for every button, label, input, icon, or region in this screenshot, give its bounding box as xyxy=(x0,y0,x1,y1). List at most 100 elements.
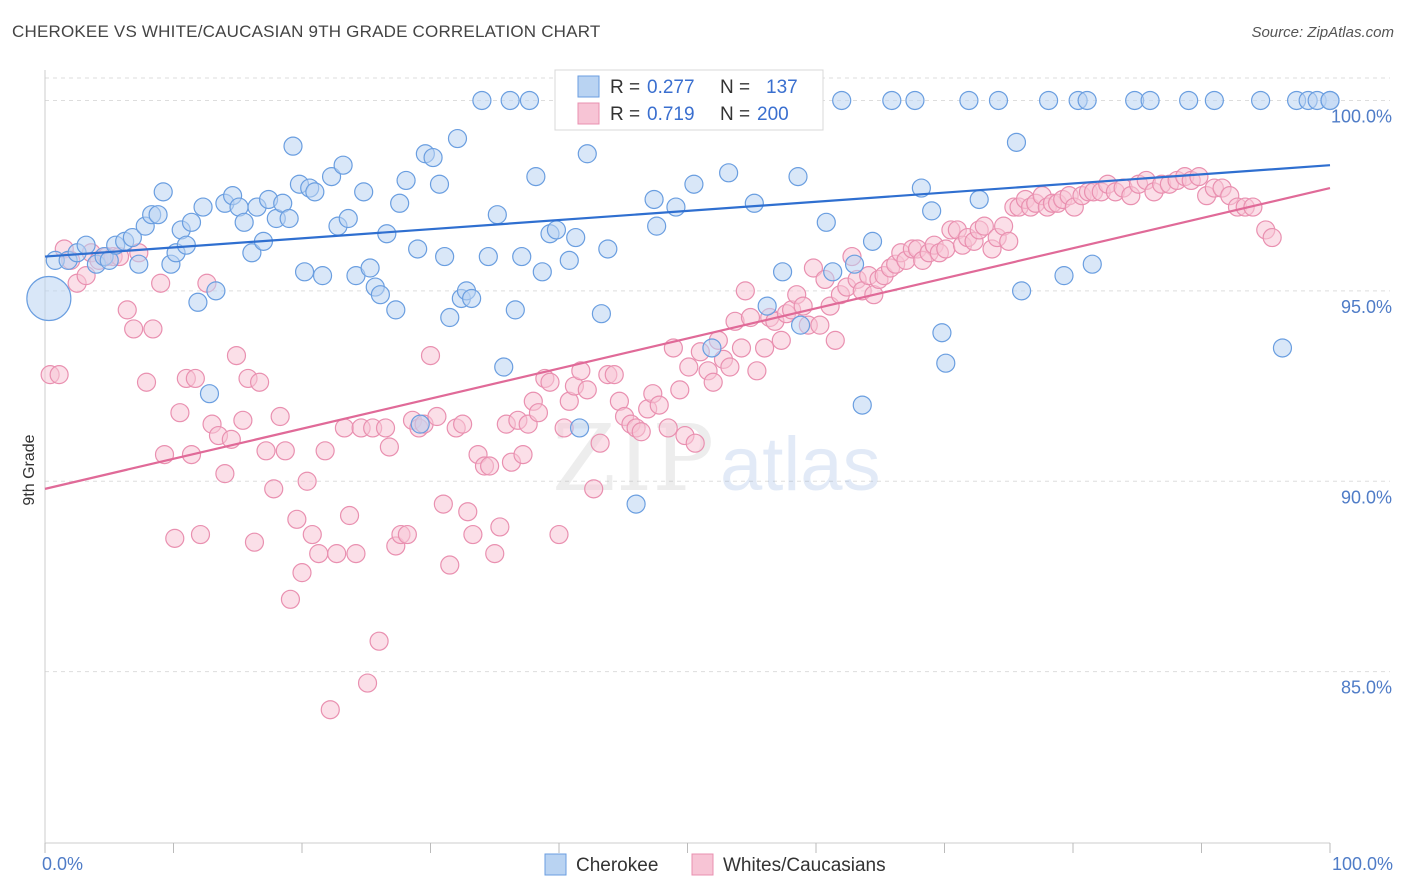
point-whites-44 xyxy=(315,441,335,461)
legend-n-value-cherokee: 137 xyxy=(766,77,798,98)
point-cherokee-29 xyxy=(242,243,262,263)
point-cherokee-101 xyxy=(788,167,808,187)
legend-r-value-cherokee: 0.277 xyxy=(647,77,695,98)
point-whites-93 xyxy=(604,365,624,385)
legend-bottom-swatch-cherokee xyxy=(544,853,567,876)
point-cherokee-105 xyxy=(823,262,843,282)
point-cherokee-125 xyxy=(1082,254,1102,274)
point-whites-201 xyxy=(1262,227,1282,248)
point-cherokee-116 xyxy=(959,90,979,111)
point-cherokee-22 xyxy=(193,197,213,217)
point-cherokee-59 xyxy=(429,174,450,194)
point-cherokee-10 xyxy=(122,227,142,248)
point-cherokee-53 xyxy=(390,193,410,213)
point-whites-41 xyxy=(297,471,317,491)
point-cherokee-62 xyxy=(447,128,468,149)
point-cherokee-88 xyxy=(644,189,664,210)
point-cherokee-98 xyxy=(744,193,764,213)
point-cherokee-114 xyxy=(932,323,952,343)
point-cherokee-36 xyxy=(283,136,303,156)
point-cherokee-48 xyxy=(360,258,380,278)
point-cherokee-20 xyxy=(181,212,202,232)
y-tick-label-2: 95.0% xyxy=(1341,297,1392,317)
point-whites-53 xyxy=(369,631,389,651)
point-cherokee-85 xyxy=(598,239,618,259)
point-cherokee-79 xyxy=(559,250,579,270)
x-tick-label-0: 0.0% xyxy=(42,854,83,874)
point-cherokee-119 xyxy=(1006,132,1027,152)
point-whites-78 xyxy=(513,444,533,465)
point-whites-15 xyxy=(143,319,163,339)
point-cherokee-70 xyxy=(500,90,520,111)
point-whites-110 xyxy=(703,372,723,392)
point-cherokee-28 xyxy=(234,212,254,232)
point-whites-36 xyxy=(270,406,290,427)
point-whites-104 xyxy=(670,380,690,400)
point-whites-113 xyxy=(720,357,740,377)
legend-r-label-whites: R = xyxy=(610,104,640,125)
point-whites-39 xyxy=(287,509,307,529)
point-whites-42 xyxy=(302,524,322,545)
point-whites-22 xyxy=(185,368,205,389)
point-cherokee-4 xyxy=(76,235,96,255)
point-whites-72 xyxy=(480,456,500,476)
legend-r-value-whites: 0.719 xyxy=(647,104,695,125)
point-cherokee-38 xyxy=(294,262,315,282)
point-whites-116 xyxy=(735,281,755,301)
point-whites-102 xyxy=(658,418,678,438)
point-cherokee-67 xyxy=(478,246,498,267)
point-cherokee-73 xyxy=(519,90,540,111)
point-whites-55 xyxy=(379,437,399,457)
point-whites-129 xyxy=(810,315,830,335)
legend-bottom-label-cherokee: Cherokee xyxy=(576,855,658,876)
point-whites-32 xyxy=(244,532,265,552)
legend-bottom-label-whites: Whites/Caucasians xyxy=(723,855,886,876)
point-cherokee-127 xyxy=(1140,90,1160,111)
chart-title: CHEROKEE VS WHITE/CAUCASIAN 9TH GRADE CO… xyxy=(12,22,601,41)
point-cherokee-106 xyxy=(832,90,852,111)
point-cherokee-104 xyxy=(816,212,836,232)
point-cherokee-131 xyxy=(1272,338,1293,358)
series-whites-points xyxy=(40,167,1282,720)
point-cherokee-87 xyxy=(626,494,646,514)
point-whites-73 xyxy=(485,544,505,564)
point-cherokee-111 xyxy=(905,90,925,111)
point-cherokee-47 xyxy=(354,182,374,202)
point-whites-90 xyxy=(584,479,604,499)
point-whites-115 xyxy=(731,338,752,358)
point-whites-192 xyxy=(1189,167,1209,187)
point-cherokee-115 xyxy=(936,353,956,373)
point-whites-89 xyxy=(577,380,597,400)
point-cherokee-117 xyxy=(969,189,989,210)
point-whites-14 xyxy=(136,372,157,392)
point-whites-18 xyxy=(165,528,185,548)
point-whites-74 xyxy=(490,517,510,537)
point-whites-45 xyxy=(320,700,340,720)
point-whites-62 xyxy=(420,345,441,366)
y-tick-label-0: 85.0% xyxy=(1341,678,1392,698)
point-cherokee-71 xyxy=(505,300,525,320)
point-whites-68 xyxy=(458,502,478,522)
legend-r-label-cherokee: R = xyxy=(610,77,640,98)
point-cherokee-96 xyxy=(719,163,739,183)
legend-swatch-cherokee xyxy=(577,75,600,98)
point-cherokee-66 xyxy=(472,90,492,111)
point-whites-152 xyxy=(936,239,956,259)
point-whites-35 xyxy=(264,479,284,499)
point-cherokee-130 xyxy=(1251,90,1271,111)
point-whites-118 xyxy=(747,361,767,381)
point-whites-1 xyxy=(49,365,69,385)
point-cherokee-107 xyxy=(844,254,865,274)
point-whites-67 xyxy=(453,414,473,434)
point-cherokee-91 xyxy=(666,197,686,217)
point-cherokee-109 xyxy=(862,231,883,251)
point-cherokee-40 xyxy=(305,182,325,202)
point-cherokee-54 xyxy=(396,170,416,191)
point-whites-107 xyxy=(685,433,705,453)
point-cherokee-42 xyxy=(321,167,342,187)
point-whites-51 xyxy=(357,673,378,693)
point-cherokee-72 xyxy=(512,246,532,267)
point-whites-63 xyxy=(427,406,447,427)
point-whites-81 xyxy=(528,403,549,423)
